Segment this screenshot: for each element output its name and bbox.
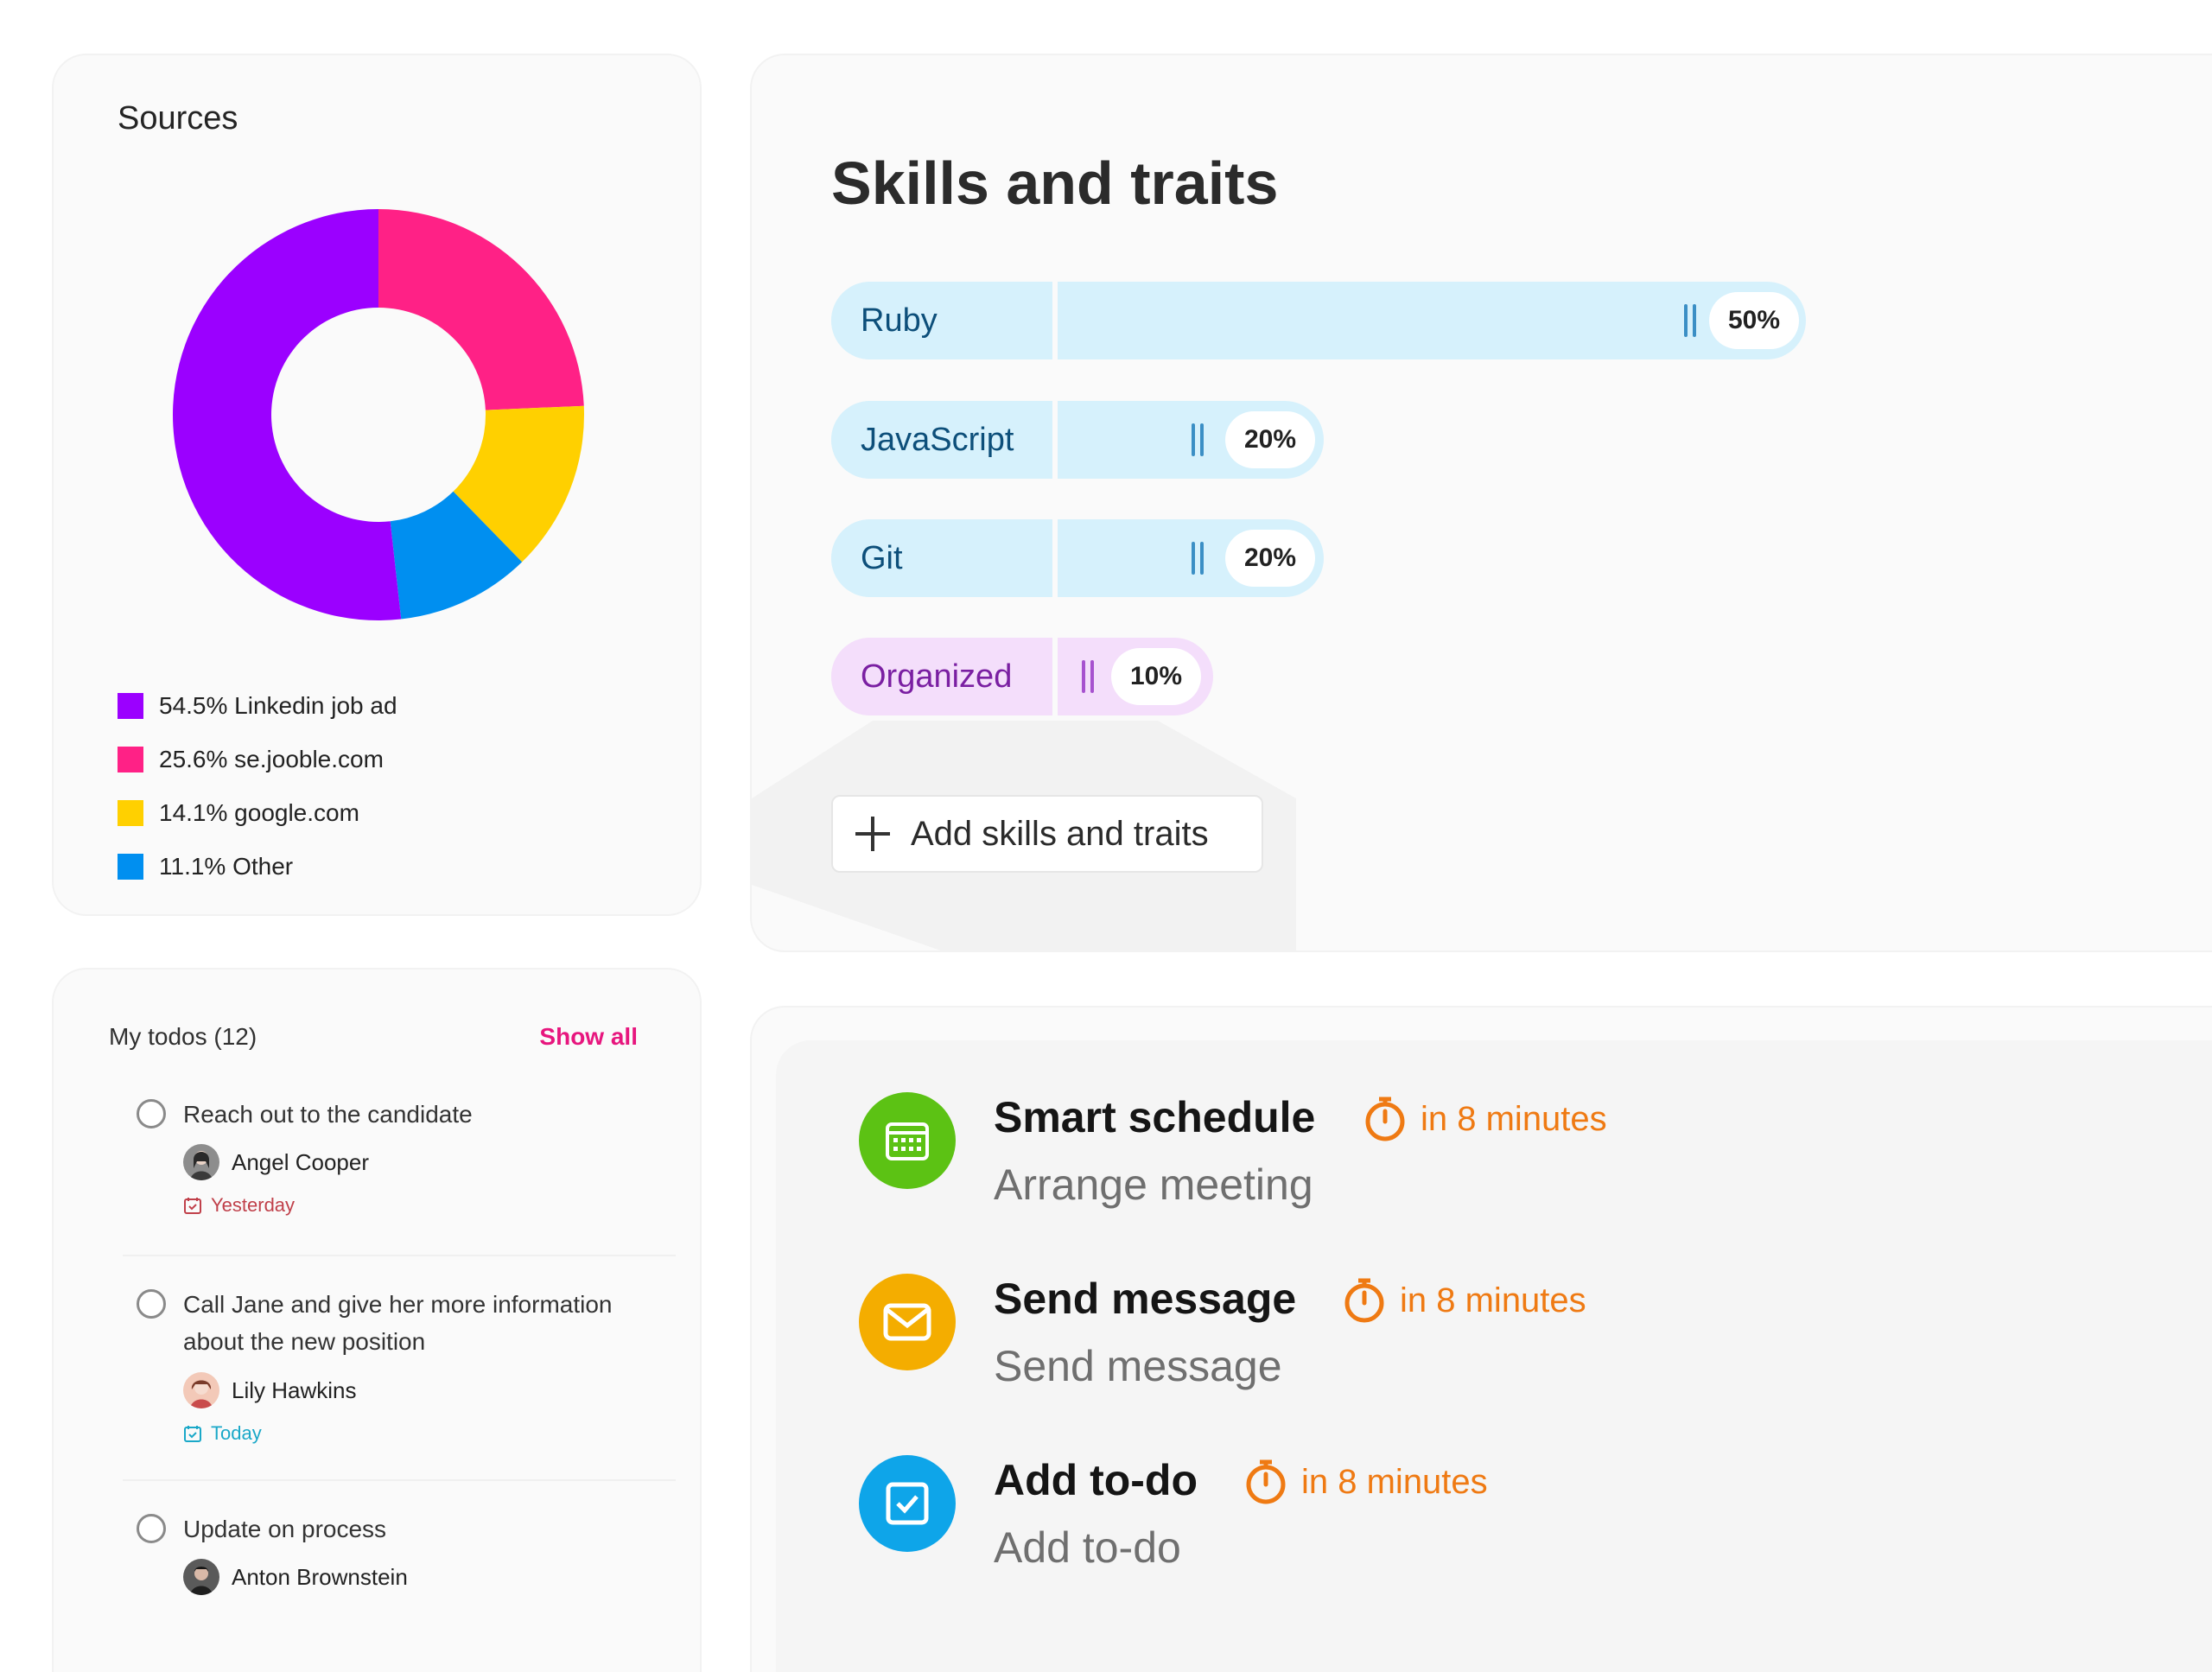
action-title: Smart schedule bbox=[994, 1093, 1316, 1141]
avatar bbox=[183, 1144, 219, 1180]
todo-text: Call Jane and give her more information … bbox=[183, 1291, 613, 1355]
drag-handle-icon[interactable] bbox=[1082, 660, 1094, 693]
action-icon-button[interactable] bbox=[859, 1274, 956, 1370]
todo-assignee-name: Anton Brownstein bbox=[232, 1563, 408, 1590]
action-timer-label: in 8 minutes bbox=[1400, 1281, 1586, 1319]
add-skills-label: Add skills and traits bbox=[911, 814, 1209, 853]
legend-item: 25.6% se.jooble.com bbox=[118, 733, 397, 786]
skill-name: JavaScript bbox=[831, 401, 1052, 479]
action-timer-label: in 8 minutes bbox=[1421, 1099, 1607, 1138]
skill-divider bbox=[1052, 638, 1058, 715]
drag-handle-icon[interactable] bbox=[1684, 304, 1696, 337]
todo-assignee-name: Angel Cooper bbox=[232, 1148, 369, 1175]
todo-divider bbox=[123, 1255, 676, 1256]
legend-swatch bbox=[118, 693, 143, 719]
skill-divider bbox=[1052, 519, 1058, 597]
skill-bar-ruby[interactable]: Ruby 50% bbox=[831, 282, 1806, 359]
todo-due-date: Yesterday bbox=[183, 1194, 295, 1217]
todo-assignee: Angel Cooper bbox=[183, 1144, 369, 1180]
legend-item: 14.1% google.com bbox=[118, 786, 397, 840]
action-timer: in 8 minutes bbox=[1343, 1277, 1586, 1324]
drag-handle-icon[interactable] bbox=[1192, 542, 1204, 575]
checkbox-icon bbox=[886, 1482, 929, 1525]
legend-swatch bbox=[118, 854, 143, 880]
skill-divider bbox=[1052, 401, 1058, 479]
todo-text: Update on process bbox=[183, 1516, 387, 1542]
calendar-check-icon bbox=[184, 1198, 201, 1214]
donut-slice-google-com bbox=[453, 405, 584, 563]
skill-percent: 10% bbox=[1111, 648, 1201, 705]
skill-bar-javascript[interactable]: JavaScript 20% bbox=[831, 401, 1324, 479]
todo-checkbox[interactable] bbox=[137, 1099, 166, 1128]
todo-divider bbox=[123, 1479, 676, 1481]
skill-name: Organized bbox=[831, 638, 1052, 715]
legend-swatch bbox=[118, 747, 143, 772]
add-skills-button[interactable]: Add skills and traits bbox=[831, 795, 1263, 873]
stopwatch-icon bbox=[1344, 1278, 1384, 1323]
todo-checkbox[interactable] bbox=[137, 1514, 166, 1543]
legend-label: 54.5% Linkedin job ad bbox=[159, 692, 397, 719]
legend-label: 11.1% Other bbox=[159, 853, 294, 880]
skill-divider bbox=[1052, 282, 1058, 359]
todo-text: Reach out to the candidate bbox=[183, 1101, 473, 1128]
todo-due-label: Yesterday bbox=[211, 1194, 296, 1216]
action-icon-button[interactable] bbox=[859, 1092, 956, 1189]
action-icon-button[interactable] bbox=[859, 1455, 956, 1552]
todo-assignee-name: Lily Hawkins bbox=[232, 1376, 357, 1403]
donut-slice-other bbox=[390, 491, 523, 620]
legend-item: 54.5% Linkedin job ad bbox=[118, 679, 397, 733]
legend-swatch bbox=[118, 800, 143, 826]
todos-card: My todos (12) Show all Reach out to the … bbox=[52, 968, 702, 1672]
calendar-check-icon bbox=[184, 1426, 201, 1442]
action-subtitle: Arrange meeting bbox=[994, 1160, 1313, 1209]
actions-list: Smart schedule in 8 minutes Arrange meet… bbox=[776, 1040, 2212, 1672]
skill-percent: 20% bbox=[1225, 411, 1315, 468]
legend-item: 11.1% Other bbox=[118, 840, 397, 893]
avatar bbox=[183, 1372, 219, 1408]
skill-name: Ruby bbox=[831, 282, 1052, 359]
todos-title: My todos (12) bbox=[109, 1023, 257, 1050]
todo-due-label: Today bbox=[211, 1422, 262, 1444]
action-timer-label: in 8 minutes bbox=[1301, 1462, 1488, 1501]
skills-title: Skills and traits bbox=[831, 149, 1279, 217]
skill-percent: 20% bbox=[1225, 530, 1315, 587]
action-timer: in 8 minutes bbox=[1244, 1459, 1488, 1505]
skill-percent: 50% bbox=[1709, 292, 1799, 349]
envelope-icon bbox=[883, 1303, 931, 1341]
skill-bar-organized[interactable]: Organized 10% bbox=[831, 638, 1213, 715]
sources-title: Sources bbox=[118, 100, 238, 137]
stopwatch-icon bbox=[1365, 1097, 1405, 1141]
action-subtitle: Send message bbox=[994, 1342, 1282, 1390]
todo-assignee: Lily Hawkins bbox=[183, 1372, 357, 1408]
todo-checkbox[interactable] bbox=[137, 1289, 166, 1319]
action-timer: in 8 minutes bbox=[1363, 1096, 1607, 1142]
legend-label: 25.6% se.jooble.com bbox=[159, 746, 384, 772]
plus-icon bbox=[855, 817, 890, 851]
action-title: Send message bbox=[994, 1275, 1297, 1323]
legend-label: 14.1% google.com bbox=[159, 799, 359, 826]
action-title: Add to-do bbox=[994, 1456, 1198, 1504]
skill-bar-git[interactable]: Git 20% bbox=[831, 519, 1324, 597]
skills-card: Skills and traits Ruby 50% JavaScript 20… bbox=[750, 54, 2212, 952]
donut-slice-linkedin-job-ad bbox=[173, 209, 402, 620]
sources-donut-chart bbox=[173, 209, 584, 620]
todo-due-date: Today bbox=[183, 1422, 262, 1445]
sources-card: Sources 54.5% Linkedin job ad 25.6% se.j… bbox=[52, 54, 702, 916]
drag-handle-icon[interactable] bbox=[1192, 423, 1204, 456]
action-subtitle: Add to-do bbox=[994, 1523, 1181, 1572]
donut-slice-se-jooble-com bbox=[378, 209, 584, 410]
avatar bbox=[183, 1559, 219, 1595]
show-all-link[interactable]: Show all bbox=[539, 1023, 638, 1050]
sources-legend: 54.5% Linkedin job ad 25.6% se.jooble.co… bbox=[118, 679, 397, 893]
calendar-icon bbox=[886, 1122, 929, 1160]
stopwatch-icon bbox=[1246, 1459, 1286, 1504]
todo-assignee: Anton Brownstein bbox=[183, 1559, 408, 1595]
actions-card: Smart schedule in 8 minutes Arrange meet… bbox=[750, 1006, 2212, 1672]
skill-name: Git bbox=[831, 519, 1052, 597]
